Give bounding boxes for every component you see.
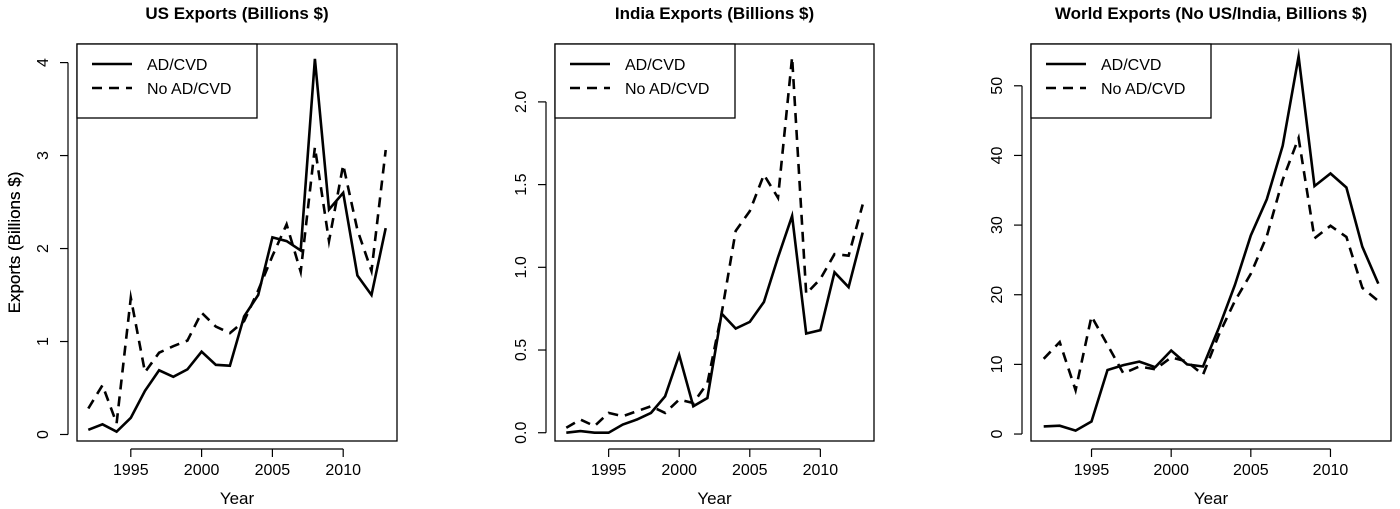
chart-panel-2: India Exports (Billions $)1995 2000 2005 20…: [5, 4, 875, 508]
series-line-ad-cvd: [1043, 47, 1380, 433]
x-axis-label: Year: [697, 489, 732, 508]
legend-label: AD/CVD: [147, 57, 207, 74]
x-tick-label: 2000: [184, 462, 220, 479]
y-tick-label: 0: [35, 430, 52, 439]
y-tick-label: 1.5: [513, 173, 530, 195]
y-axis-label: Exports (Billions $): [5, 172, 24, 314]
series-line-ad-cvd: [87, 58, 387, 434]
y-tick-label: 40: [989, 146, 1006, 164]
y-axis-label: Exports (Billions $): [5, 172, 24, 314]
legend-label: AD/CVD: [1101, 57, 1161, 74]
legend-label: AD/CVD: [625, 57, 685, 74]
x-axis-label: Year: [220, 489, 255, 508]
x-tick-label: 1995: [591, 462, 627, 479]
series-line-no-ad-cvd: [1042, 132, 1380, 396]
y-tick-label: 0.0: [513, 422, 530, 444]
y-tick-label: 3: [35, 151, 52, 160]
y-tick-label: 2.0: [513, 91, 530, 113]
x-tick-label: 1995: [1074, 462, 1110, 479]
y-tick-label: 20: [989, 286, 1006, 304]
x-tick-label: 2005: [1233, 462, 1269, 479]
x-tick-label: 2005: [732, 462, 768, 479]
chart-panel-3: World Exports (No US/India, Billions $) 1…: [5, 4, 1392, 508]
chart-title: India Exports (Billions $): [615, 4, 814, 23]
series-line-no-ad-cvd: [87, 137, 387, 429]
legend-label: No AD/CVD: [1101, 81, 1185, 98]
y-tick-label: 50: [989, 77, 1006, 95]
x-tick-label: 1995: [113, 462, 149, 479]
legend-box: [76, 43, 258, 119]
legend-box: [1030, 43, 1212, 119]
x-tick-label: 2010: [325, 462, 361, 479]
legend-label: No AD/CVD: [147, 81, 231, 98]
y-tick-label: 1: [35, 337, 52, 346]
chart-panel-1: US Exports (Billions $) 1995 2000 2005 2010 Y…: [5, 4, 398, 508]
x-tick-label: 2005: [255, 462, 291, 479]
x-axis-label: Year: [1194, 489, 1229, 508]
series-line-ad-cvd: [566, 210, 864, 435]
y-tick-label: 30: [989, 216, 1006, 234]
y-tick-label: 0.5: [513, 339, 530, 361]
chart-title: World Exports (No US/India, Billions $): [1055, 4, 1367, 23]
x-tick-label: 2010: [1313, 462, 1349, 479]
y-tick-label: 1.0: [513, 256, 530, 278]
y-tick-label: 4: [35, 58, 52, 67]
chart-title: US Exports (Billions $): [145, 4, 328, 23]
x-tick-label: 2000: [661, 462, 697, 479]
y-tick-label: 0: [989, 429, 1006, 438]
x-tick-label: 2010: [803, 462, 839, 479]
y-tick-label: 10: [989, 355, 1006, 373]
series-line-no-ad-cvd: [565, 57, 864, 429]
y-tick-label: 2: [35, 244, 52, 253]
y-axis-label: Exports (Billions $): [5, 172, 24, 314]
legend-label: No AD/CVD: [625, 81, 709, 98]
legend-box: [554, 43, 736, 119]
x-tick-label: 2000: [1153, 462, 1189, 479]
